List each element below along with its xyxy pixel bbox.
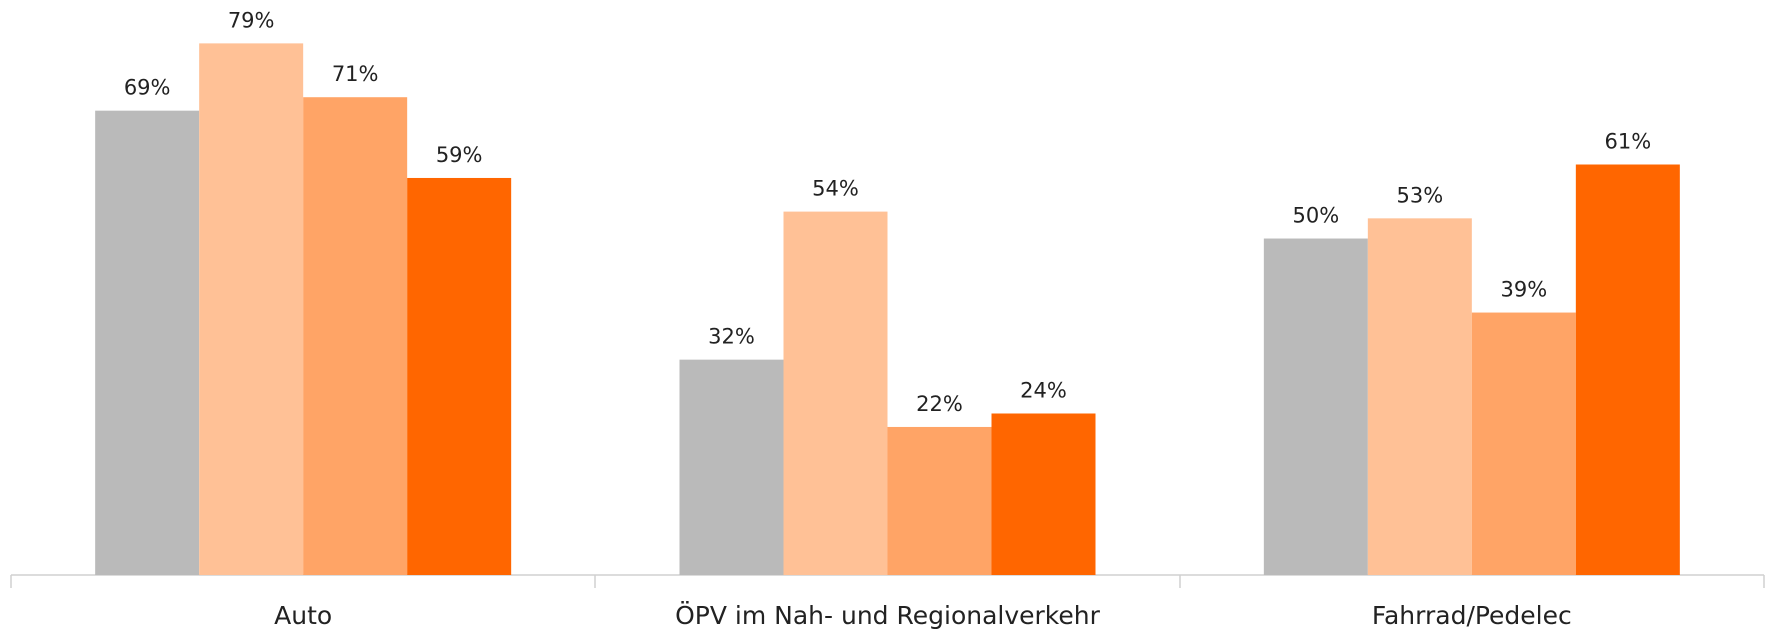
x-tick-label: Auto [274, 601, 332, 630]
bar [1471, 312, 1576, 575]
bar [991, 413, 1096, 575]
bar [1367, 218, 1472, 575]
data-label: 24% [1020, 378, 1067, 402]
bar [1575, 164, 1680, 575]
data-label: 53% [1396, 183, 1443, 207]
data-label: 54% [812, 177, 859, 201]
data-label: 50% [1292, 204, 1339, 228]
x-tick-label: Fahrrad/Pedelec [1372, 601, 1572, 630]
bar [887, 426, 992, 575]
bar [303, 97, 408, 575]
bar [95, 110, 200, 575]
data-label: 79% [228, 8, 275, 32]
bar [199, 43, 304, 576]
data-label: 39% [1500, 278, 1547, 302]
bar [679, 359, 784, 575]
data-label: 69% [124, 76, 171, 100]
bar [783, 211, 888, 576]
data-label: 59% [436, 143, 483, 167]
data-label: 61% [1604, 130, 1651, 154]
data-label: 22% [916, 392, 963, 416]
bar [407, 177, 512, 575]
data-label: 71% [332, 62, 379, 86]
data-label: 32% [708, 325, 755, 349]
x-tick-label: ÖPV im Nah- und Regionalverkehr [675, 601, 1101, 630]
bar [1263, 238, 1368, 575]
